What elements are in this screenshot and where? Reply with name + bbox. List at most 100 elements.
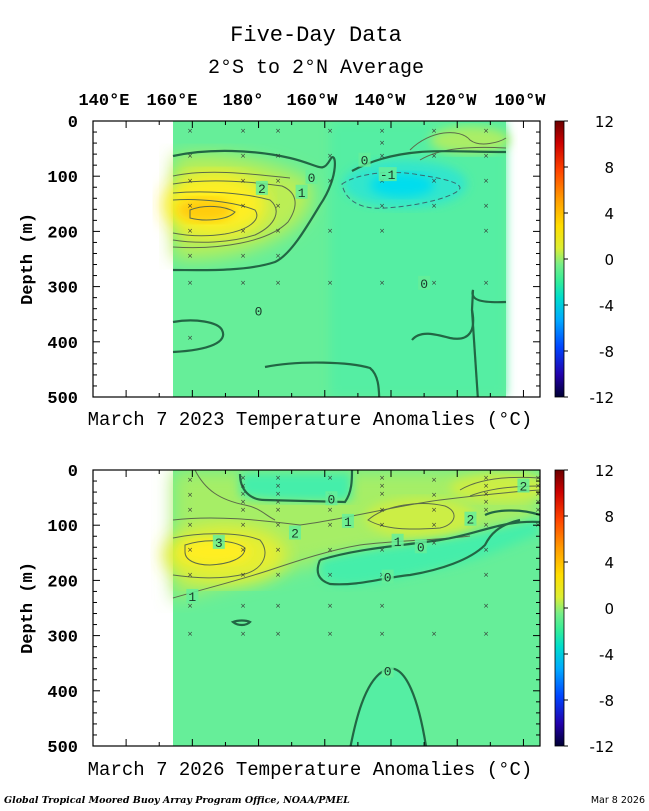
panel-title-2026: March 7 2026 Temperature Anomalies (°C) (88, 759, 533, 781)
warm-patch-2 (365, 498, 475, 538)
svg-text:×: × (187, 602, 193, 610)
contour-label-bg (255, 180, 268, 195)
svg-text:×: × (240, 279, 246, 287)
svg-text:×: × (379, 474, 385, 482)
svg-text:×: × (275, 152, 281, 160)
svg-text:×: × (483, 482, 489, 490)
svg-text:×: × (483, 490, 489, 498)
svg-text:×: × (275, 506, 281, 514)
axis-ticks-2 (93, 469, 540, 747)
svg-text:×: × (327, 521, 333, 529)
cool-shallow-2 (240, 472, 352, 502)
contour-label-bg (212, 534, 225, 549)
svg-text:×: × (187, 177, 193, 185)
svg-text:×: × (379, 490, 385, 498)
svg-text:×: × (535, 482, 541, 490)
svg-text:×: × (240, 490, 246, 498)
svg-text:×: × (327, 571, 333, 579)
lon-tick-label: 140°E (78, 92, 129, 111)
contour-label: 0 (384, 664, 392, 679)
svg-text:×: × (379, 227, 385, 235)
contour-label-bg (325, 491, 338, 506)
contour-label: -1 (380, 168, 396, 183)
svg-text:×: × (483, 202, 489, 210)
svg-text:×: × (483, 474, 489, 482)
svg-text:×: × (240, 571, 246, 579)
svg-text:×: × (379, 630, 385, 638)
svg-text:×: × (379, 506, 385, 514)
svg-text:×: × (275, 177, 281, 185)
svg-text:×: × (431, 491, 437, 499)
svg-text:×: × (240, 506, 246, 514)
contour-label-bg (418, 275, 431, 290)
svg-text:×: × (483, 602, 489, 610)
contour-label-bg (295, 184, 308, 199)
svg-text:×: × (275, 252, 281, 260)
colorbar-tick-label: -12 (590, 389, 615, 407)
depth-tick-label: 300 (47, 629, 78, 648)
colorbar-2 (554, 469, 565, 747)
svg-text:×: × (327, 602, 333, 610)
svg-text:×: × (240, 252, 246, 260)
contour-label: 2 (467, 513, 475, 528)
contour-label: 1 (344, 515, 352, 530)
depth-tick-label: 100 (47, 169, 78, 188)
svg-text:×: × (240, 630, 246, 638)
axis-ticks-1 (93, 120, 540, 398)
colorbar-tick-label: 12 (595, 462, 614, 480)
depth-tick-label: 0 (68, 114, 78, 133)
colorbar-tick-label: -8 (599, 692, 614, 710)
contour-label-bg (252, 303, 265, 318)
contour-label: 2 (291, 526, 299, 541)
svg-text:×: × (379, 602, 385, 610)
contour-label: 0 (384, 571, 392, 586)
contour-label-bg (464, 511, 477, 526)
svg-text:×: × (240, 127, 246, 135)
svg-text:×: × (379, 482, 385, 490)
svg-text:×: × (431, 152, 437, 160)
contour-label: 0 (255, 304, 263, 319)
svg-text:×: × (431, 630, 437, 638)
svg-text:×: × (483, 279, 489, 287)
svg-text:×: × (327, 474, 333, 482)
svg-text:×: × (275, 521, 281, 529)
svg-text:×: × (275, 571, 281, 579)
svg-text:×: × (187, 279, 193, 287)
svg-text:×: × (379, 202, 385, 210)
svg-text:×: × (187, 571, 193, 579)
svg-text:×: × (483, 177, 489, 185)
heatmap-2023: × × × × × × × × × × × × × × × × × × × × × × × × × × × × × × × × × × ×… (163, 121, 510, 397)
thin-contours-1 (172, 132, 507, 249)
depth-tick-label: 100 (47, 518, 78, 537)
svg-text:×: × (431, 202, 437, 210)
lon-tick-labels: 140°E 160°E 180° 160°W 140°W 120°W 100°W (78, 92, 546, 111)
svg-text:×: × (275, 546, 281, 554)
svg-text:×: × (187, 491, 193, 499)
footer-date: Mar 8 2026 (591, 795, 645, 806)
svg-text:×: × (275, 630, 281, 638)
svg-text:×: × (187, 476, 193, 484)
svg-text:×: × (431, 539, 437, 547)
svg-text:×: × (327, 177, 333, 185)
svg-text:×: × (327, 127, 333, 135)
svg-text:×: × (240, 602, 246, 610)
svg-text:×: × (327, 506, 333, 514)
contour-label-bg (381, 569, 394, 584)
contour-label: 2 (258, 182, 266, 197)
svg-text:×: × (483, 506, 489, 514)
contour-label-bg (341, 513, 354, 528)
panel-2023: × × × × × × × × × × × × × × × × × × × × × × × × × × × × × × × × × × ×… (88, 120, 541, 431)
contour-label-bg (381, 663, 394, 678)
contour-label: 1 (394, 535, 402, 550)
svg-text:×: × (275, 498, 281, 506)
svg-text:×: × (187, 202, 193, 210)
svg-text:×: × (483, 571, 489, 579)
buoy-markers-1: × × × × × × × × × × × × × × × × × × × × × × × × × × × × × × × × × × ×… (187, 127, 489, 342)
svg-text:×: × (483, 127, 489, 135)
svg-text:×: × (379, 279, 385, 287)
footer-credit: Global Tropical Moored Buoy Array Progra… (4, 795, 350, 806)
svg-text:×: × (240, 202, 246, 210)
depth-tick-label: 500 (47, 739, 78, 758)
